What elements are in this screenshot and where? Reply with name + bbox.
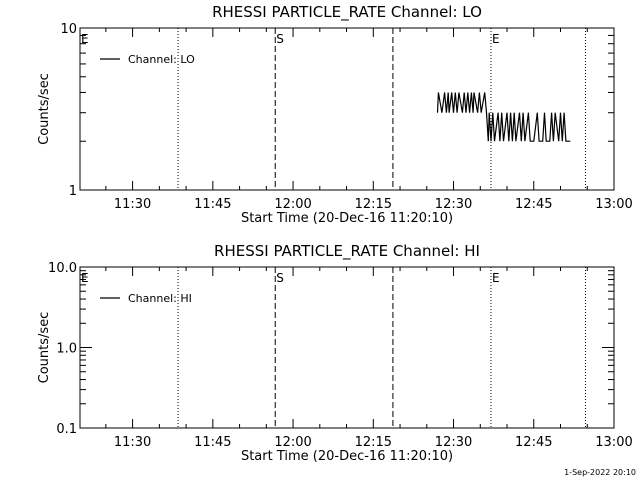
x-axis-title: Start Time (20-Dec-16 11:20:10): [241, 211, 453, 226]
x-tick-label: 11:45: [194, 197, 231, 212]
x-tick-label: 12:00: [274, 435, 311, 450]
y-tick-label: 1: [69, 184, 77, 199]
x-tick-label: 11:45: [194, 435, 231, 450]
x-tick-label: 13:00: [595, 435, 632, 450]
x-tick-label: 11:30: [114, 197, 151, 212]
chart-title: RHESSI PARTICLE_RATE Channel: LO: [212, 3, 482, 22]
legend-label: Channel: LO: [128, 53, 195, 66]
x-tick-label: 11:30: [114, 435, 151, 450]
x-axis-title: Start Time (20-Dec-16 11:20:10): [241, 449, 453, 464]
legend-label: Channel: HI: [128, 292, 192, 305]
y-tick-label: 1.0: [56, 342, 77, 357]
x-tick-label: 13:00: [595, 197, 632, 212]
x-tick-label: 12:30: [435, 197, 472, 212]
x-tick-label: 12:30: [435, 435, 472, 450]
event-marker-label: E: [81, 32, 89, 46]
chart-title: RHESSI PARTICLE_RATE Channel: HI: [214, 242, 480, 261]
x-tick-label: 12:45: [515, 197, 552, 212]
x-tick-label: 12:00: [274, 197, 311, 212]
event-marker-label: E: [81, 271, 89, 285]
hi-channel-panel: RHESSI PARTICLE_RATE Channel: HI 11:30 11:…: [37, 242, 633, 464]
y-tick-label: 0.1: [56, 422, 77, 437]
y-tick-label: 10: [60, 22, 77, 37]
x-tick-label: 12:45: [515, 435, 552, 450]
event-marker-label: S: [276, 32, 284, 46]
event-marker-label: S: [276, 271, 284, 285]
footer-timestamp: 1-Sep-2022 20:10: [564, 468, 636, 477]
event-marker-label: E: [492, 32, 500, 46]
x-tick-label: 12:15: [355, 435, 392, 450]
y-axis-title: Counts/sec: [37, 73, 52, 145]
x-tick-label: 12:15: [355, 197, 392, 212]
event-marker-label: E: [492, 271, 500, 285]
y-tick-label: 10.0: [48, 261, 77, 276]
y-axis-title: Counts/sec: [37, 312, 52, 384]
series-line: [436, 92, 571, 142]
lo-channel-panel: RHESSI PARTICLE_RATE Channel: LO 11:30 11:…: [37, 3, 633, 226]
